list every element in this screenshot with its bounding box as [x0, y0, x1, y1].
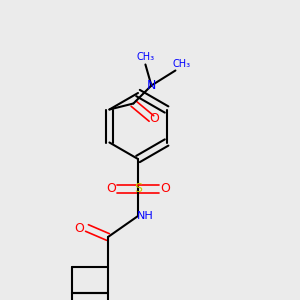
Text: O: O: [106, 182, 116, 196]
Text: O: O: [75, 221, 84, 235]
Text: S: S: [134, 182, 142, 196]
Text: CH₃: CH₃: [136, 52, 154, 62]
Text: O: O: [149, 112, 159, 125]
Text: N: N: [147, 79, 156, 92]
Text: O: O: [160, 182, 170, 196]
Text: NH: NH: [137, 211, 154, 221]
Text: CH₃: CH₃: [172, 59, 190, 70]
